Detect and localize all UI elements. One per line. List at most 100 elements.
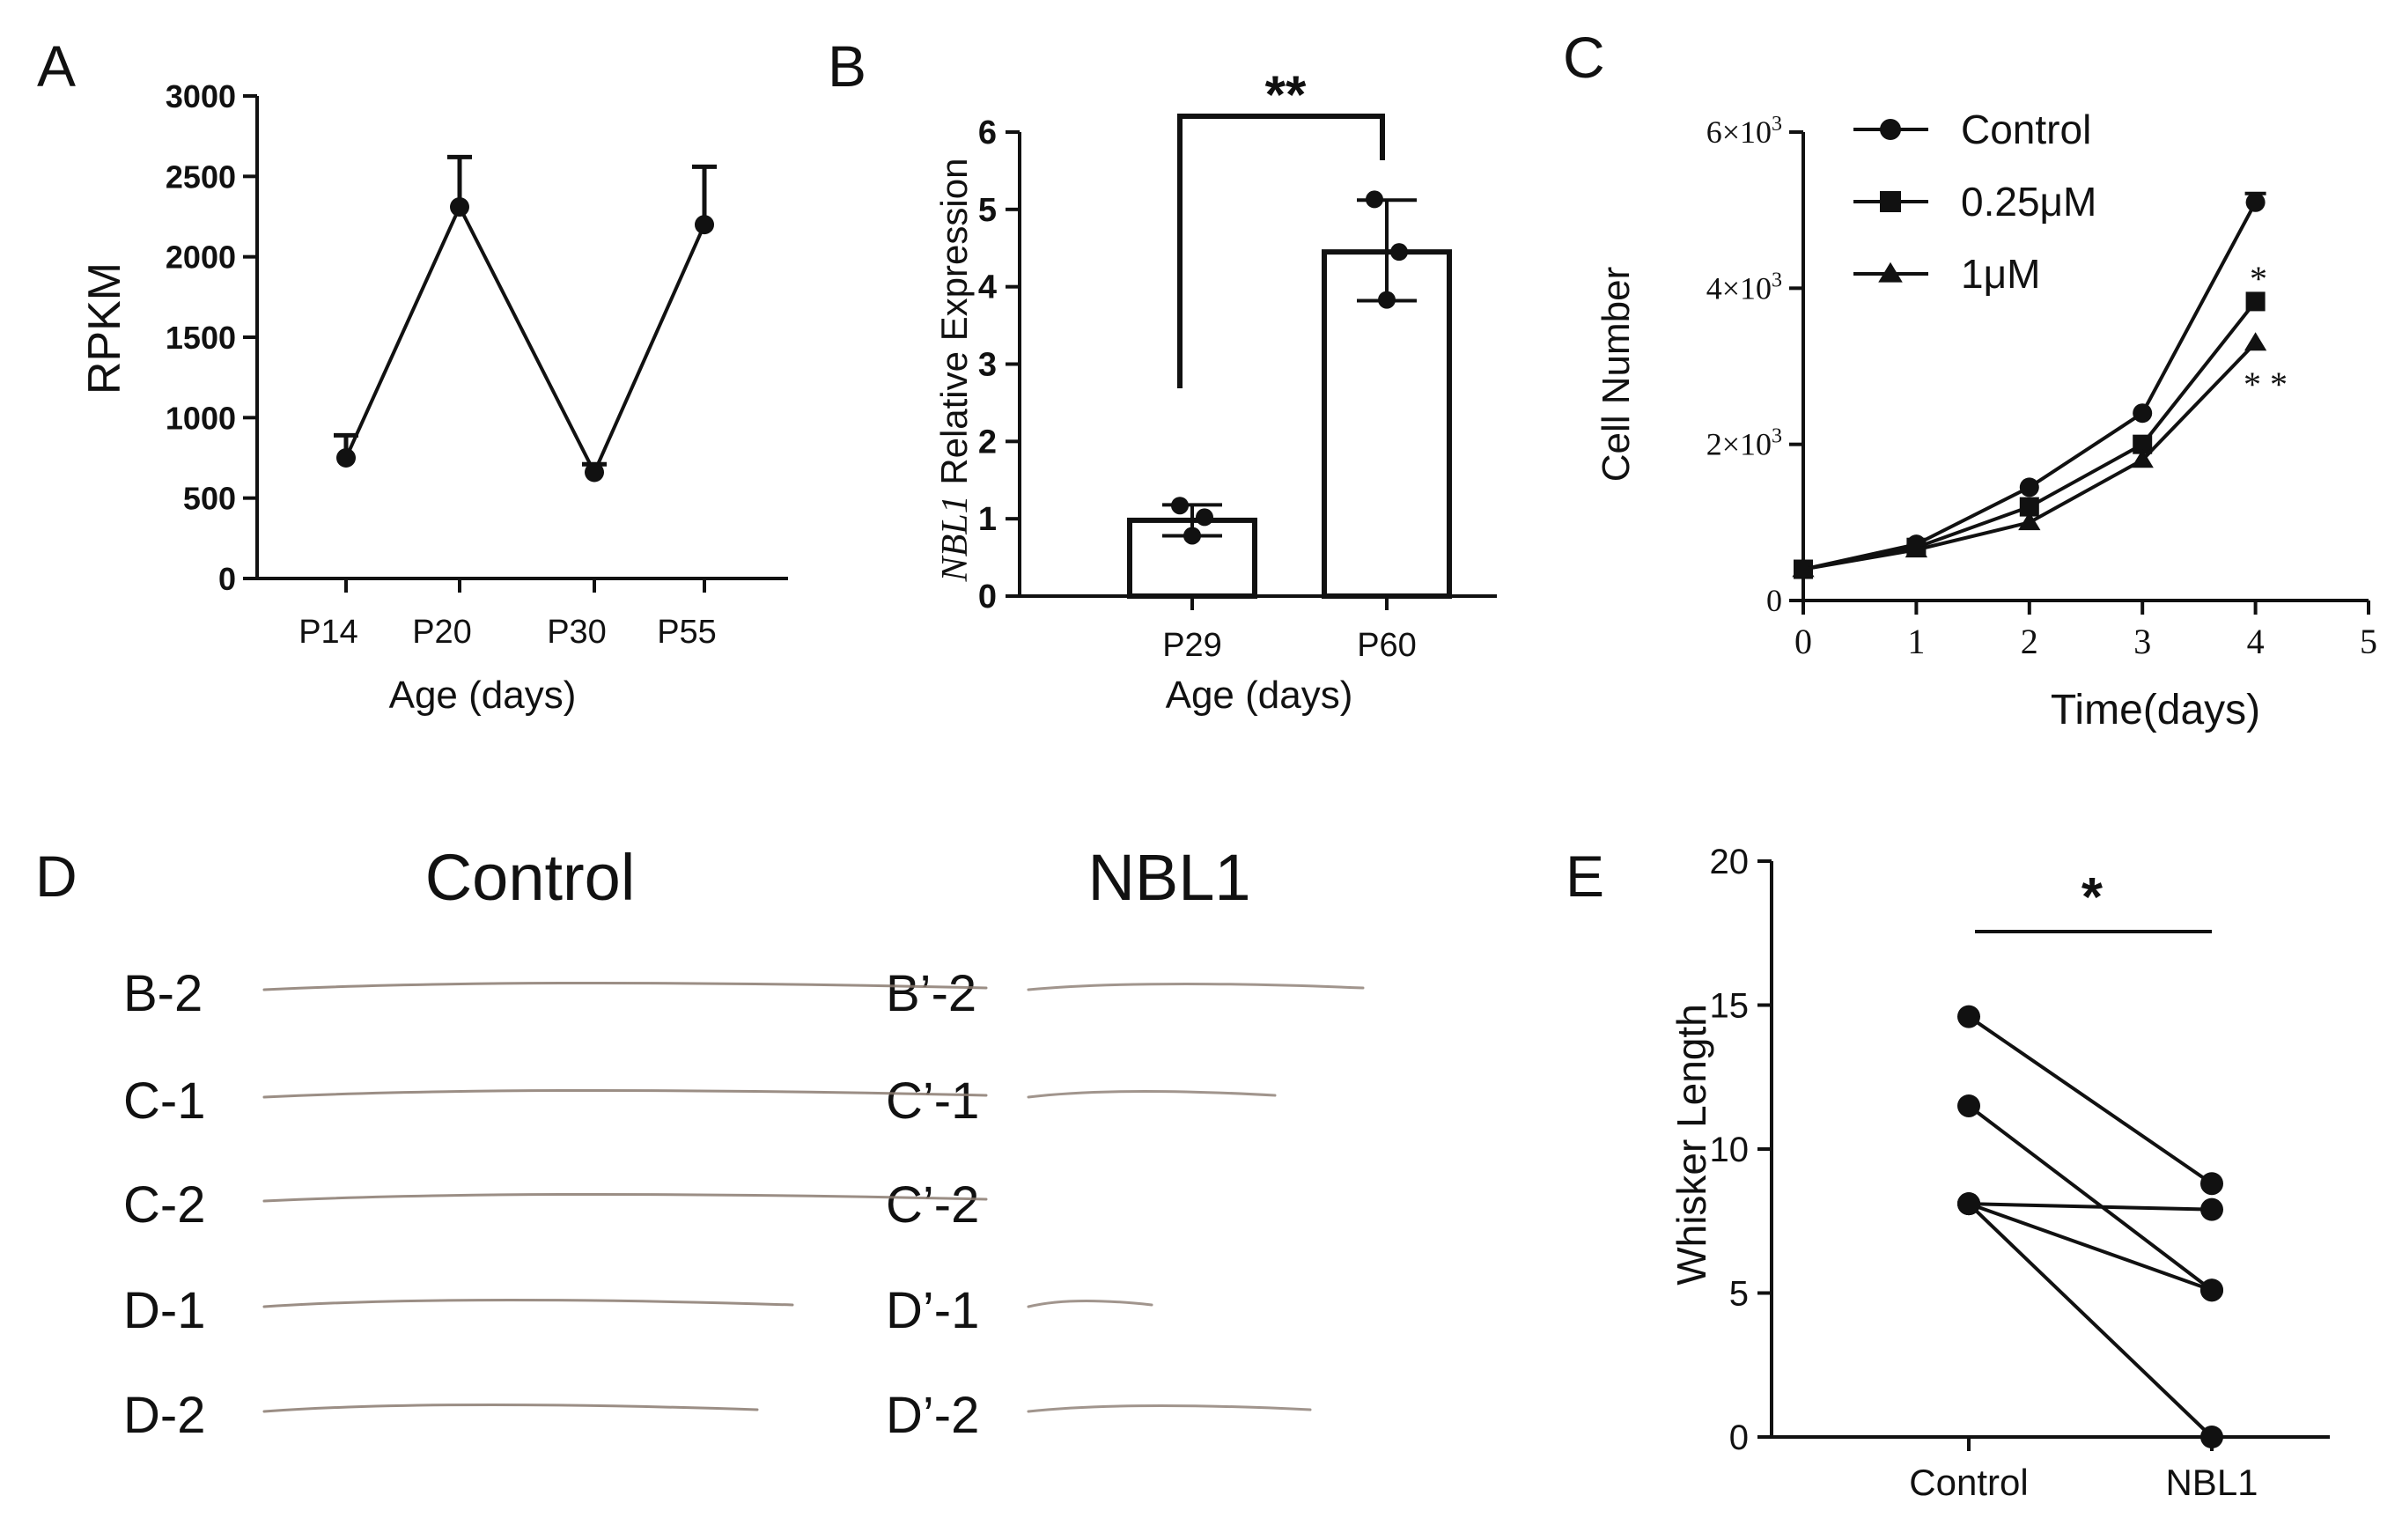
panel-e-axes	[1757, 859, 2330, 1451]
panel-b-ylabel-rest: Relative Expression	[933, 158, 975, 496]
panel-b-y-tick-label: 5	[978, 192, 997, 229]
panel-a-y-tick-label: 2500	[166, 158, 236, 195]
panel-c-legend-marker-triangle	[1878, 262, 1903, 283]
panel-d-nbl1-whisker	[1027, 1404, 1312, 1413]
panel-c-annotation-double: * *	[2244, 365, 2288, 404]
panel-a-point	[695, 215, 714, 235]
panel-c-x-tick-label: 1	[1907, 622, 1925, 661]
panel-label-e: E	[1566, 844, 1604, 909]
panel-c-y-tick-exponent: 3	[1772, 113, 1782, 136]
panel-e-pair-lines	[1967, 1014, 2214, 1439]
panel-e-x-tick-labels: Control NBL1	[1909, 1462, 2258, 1503]
panel-b-y-tick-labels: 0 1 2 3 4 5 6	[978, 114, 997, 615]
panel-a-error-bars	[334, 154, 717, 473]
panel-a-y-tick-label: 1000	[166, 400, 236, 436]
panel-a-y-tick-label: 0	[218, 561, 236, 597]
panel-b-point	[1378, 291, 1396, 309]
panel-a-line-chart: 0 500 1000 1500 2000 2500 3000 P14 P20 P30 P55 RP…	[79, 78, 788, 717]
panel-c-series-line-triangle	[1802, 342, 2258, 571]
panel-e-y-tick-labels: 0 5 10 15 20	[1710, 843, 1750, 1457]
panel-a-series-line	[344, 203, 706, 477]
panel-c-x-tick-label: 2	[2021, 622, 2038, 661]
panel-c-point-square	[2133, 434, 2153, 454]
panel-e-pair-line	[1967, 1104, 2214, 1292]
panel-e-nbl1-point	[2200, 1197, 2223, 1221]
panel-c-point-triangle	[1905, 539, 1928, 558]
panel-b-x-tick-label: P29	[1162, 627, 1222, 664]
panel-b-point	[1171, 497, 1189, 515]
panel-a-axes	[243, 94, 788, 593]
panel-b-y-tick-label: 0	[978, 578, 997, 615]
panel-e-y-tick-label: 20	[1710, 843, 1750, 881]
panel-d-nbl1-whisker	[1027, 982, 1365, 991]
panel-e-control-point	[1957, 1094, 1980, 1117]
panel-c-y-tick-exponent: 3	[1772, 269, 1782, 291]
panel-e-points	[1957, 1005, 2223, 1448]
panel-d-control-row-label: D-1	[123, 1282, 205, 1339]
panel-e-x-tick-label: NBL1	[2165, 1462, 2258, 1503]
panel-c-point-circle	[2133, 403, 2153, 424]
panel-e-pair-line	[1967, 1202, 2214, 1439]
panel-label-d: D	[35, 844, 77, 909]
panel-c-legend-marker-circle	[1880, 119, 1901, 140]
panel-d-whisker-images: Control NBL1 B-2 C-1 C-2 D-1 D-2 B’-2 C’-1 C’-2…	[123, 841, 1365, 1444]
panel-a-x-tick-label: P30	[547, 614, 607, 651]
panel-e-x-tick-label: Control	[1909, 1462, 2028, 1503]
panel-e-y-tick-label: 5	[1729, 1275, 1749, 1314]
panel-d-nbl1-row-label: B’-2	[886, 965, 976, 1022]
panel-c-y-tick-exponent: 3	[1772, 425, 1782, 448]
panel-b-x-tick-labels: P29 P60	[1162, 627, 1417, 664]
panel-b-significance-label: **	[1265, 65, 1307, 124]
panel-a-x-tick-label: P20	[412, 614, 472, 651]
panel-c-legend-marker-square	[1880, 191, 1901, 212]
panel-a-y-tick-label: 500	[183, 481, 236, 517]
panel-e-nbl1-point	[2200, 1426, 2223, 1448]
panel-b-point	[1366, 190, 1383, 209]
panel-c-y-tick-base: 4×10	[1706, 270, 1772, 306]
panel-label-c: C	[1563, 25, 1605, 90]
panel-b-point	[1183, 527, 1201, 545]
panel-b-y-tick-label: 1	[978, 501, 997, 538]
panel-c-y-tick-label: 2×103	[1706, 425, 1782, 462]
panel-c-point-circle	[2245, 192, 2266, 212]
panel-d-nbl1-whisker	[1027, 1089, 1277, 1099]
panel-c-x-tick-label: 4	[2247, 622, 2265, 661]
panel-c-y-tick-label: 0	[1766, 583, 1782, 618]
panel-c-y-tick-base: 0	[1766, 583, 1782, 618]
panel-c-y-tick-label: 6×103	[1706, 113, 1782, 150]
panel-c-point-triangle	[2131, 449, 2154, 468]
panel-e-pair-line	[1968, 1202, 2213, 1293]
panel-b-ylabel-gene: NBL1	[935, 495, 976, 582]
panel-c-point-triangle	[2244, 332, 2267, 351]
panel-c-y-tick-base: 2×10	[1706, 427, 1772, 462]
panel-d-nbl1-whisker	[1027, 1299, 1153, 1308]
panel-c-ylabel: Cell Number	[1595, 267, 1638, 483]
panel-c-x-tick-labels: 0 1 2 3 4 5	[1794, 622, 2377, 661]
panel-label-a: A	[37, 33, 76, 99]
panel-a-y-tick-label: 2000	[166, 239, 236, 276]
panel-d-whiskers	[262, 981, 1365, 1413]
panel-d-nbl1-title: NBL1	[1087, 841, 1250, 914]
panel-e-nbl1-point	[2200, 1278, 2223, 1302]
panel-a-x-tick-label: P55	[657, 614, 717, 651]
panel-b-ylabel: NBL1 Relative Expression	[933, 158, 976, 583]
panel-c-legend-label: 1μM	[1961, 251, 2040, 297]
panel-c-x-tick-label: 5	[2360, 622, 2377, 661]
panel-e-significance-label: *	[2081, 867, 2104, 928]
panel-e-y-tick-label: 0	[1729, 1418, 1749, 1457]
panel-c-point-triangle	[2018, 512, 2041, 531]
panel-d-nbl1-row-label: D’-2	[886, 1387, 979, 1444]
panel-d-nbl1-row-label: D’-1	[886, 1282, 979, 1339]
panel-c-legend-label: 0.25μM	[1961, 179, 2096, 225]
panel-a-y-tick-label: 1500	[166, 320, 236, 356]
panel-a-x-tick-label: P14	[298, 614, 358, 651]
panel-c-y-tick-label: 4×103	[1706, 269, 1782, 306]
panel-c-annotation-single: *	[2250, 259, 2267, 298]
panel-b-significance-bracket	[1177, 114, 1385, 388]
panel-d-control-whisker	[262, 1298, 794, 1308]
panel-c-point-square	[2019, 497, 2039, 517]
panel-d-control-row-label: C-2	[123, 1176, 205, 1234]
panel-a-points	[336, 197, 714, 483]
panel-e-y-tick-label: 15	[1710, 987, 1750, 1026]
